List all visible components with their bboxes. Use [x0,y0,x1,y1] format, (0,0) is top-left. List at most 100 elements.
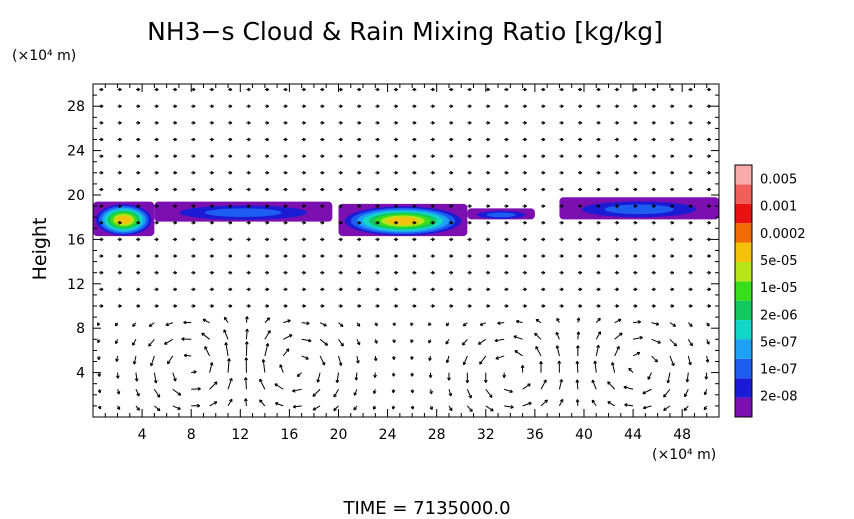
wind-vector [167,355,174,365]
wind-vector [559,220,564,225]
wind-vector [246,87,251,92]
wind-vector [445,355,450,364]
vector-head [118,304,122,308]
wind-vector [412,287,417,292]
colorbar-swatch [735,320,752,340]
vector-shaft [259,399,266,407]
vector-head [247,104,251,109]
vector-head [173,104,178,109]
wind-vector [614,187,619,192]
vector-head [468,104,472,109]
vector-head [284,154,288,159]
wind-vector [614,87,619,92]
wind-vector [393,204,398,208]
wind-vector [669,204,675,208]
wind-vector [373,355,378,362]
vector-head [261,359,266,363]
wind-vector [375,137,380,142]
vector-head [578,104,583,109]
wind-vector [279,364,284,373]
wind-vector [614,270,619,275]
vector-head [431,270,435,275]
wind-vector [191,387,201,391]
vector-head [431,304,435,308]
cloud-core [486,212,516,218]
vector-head [358,204,362,208]
cloud-segment [559,197,719,220]
wind-vector [688,270,693,275]
wind-vector [283,287,288,292]
wind-vector [485,270,491,275]
vector-head [155,254,159,258]
wind-vector [706,204,711,208]
wind-vector [448,405,453,412]
vector-head [505,187,509,192]
wind-vector [535,318,542,324]
wind-vector [246,254,251,258]
wind-vector [688,154,693,159]
vector-head [305,356,309,360]
wind-vector [577,137,583,142]
vector-head [229,137,233,142]
vector-head [578,137,583,142]
vector-shaft [607,401,615,407]
wind-vector [135,287,141,292]
wind-vector [448,154,454,159]
vector-head [468,137,472,142]
vector-head [615,137,619,142]
wind-vector [246,237,251,242]
vector-head [354,377,359,381]
vector-head [410,356,414,360]
wind-vector [209,381,218,390]
vector-shaft [274,383,284,390]
wind-vector [448,237,454,242]
vector-head [672,323,677,327]
vector-head [544,399,548,404]
vector-head [132,342,136,346]
time-label: TIME = 7135000.0 [342,498,510,519]
vector-head [431,170,435,175]
vector-head [575,345,580,349]
wind-vector [97,405,102,410]
wind-vector [312,388,321,397]
wind-vector [154,405,161,412]
vector-head [431,220,435,225]
colorbar-swatch [735,242,752,262]
wind-vector [372,389,377,394]
wind-vector [264,154,270,159]
vector-head [394,237,398,242]
vector-head [542,287,546,292]
vector-head [296,373,301,378]
wind-vector [614,332,623,340]
wind-vector [651,355,658,363]
vector-head [560,154,564,159]
vector-head [201,332,205,337]
vector-head [597,237,601,242]
vector-head [591,399,596,404]
vector-shaft [651,322,659,325]
wind-vector [172,104,178,109]
wind-vector [320,87,325,92]
vector-head [321,254,325,258]
vector-head [173,137,178,142]
vector-head [447,377,451,381]
vector-head [560,220,564,225]
wind-vector [99,270,104,275]
vector-head [302,254,306,258]
vector-head [192,120,196,125]
vector-head [339,287,343,292]
colorbar-label: 2e-08 [760,390,798,405]
wind-vector [614,304,619,308]
vector-head [339,187,343,192]
vector-head [671,254,675,258]
wind-vector [191,170,196,175]
vector-shaft [591,399,597,407]
wind-vector [541,187,546,192]
x-tick-label: 36 [526,427,544,443]
wind-vector [633,87,638,92]
wind-vector [356,204,362,208]
vector-shaft [522,402,532,407]
wind-vector [541,287,546,292]
wind-vector [522,401,532,407]
vector-head [671,362,675,367]
